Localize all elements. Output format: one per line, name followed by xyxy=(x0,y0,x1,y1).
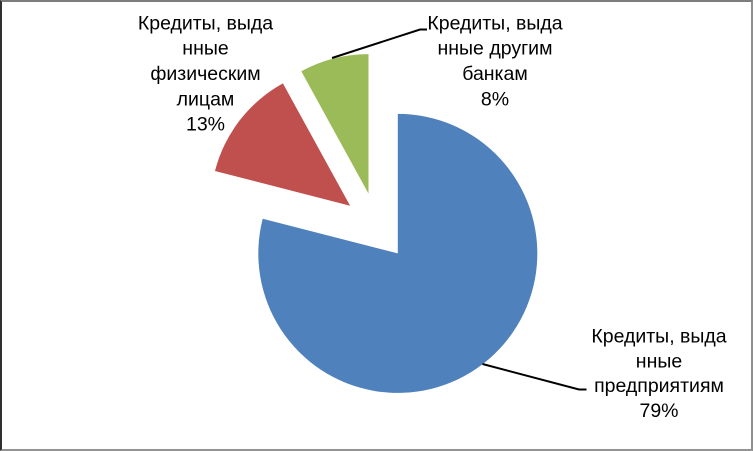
svg-text:Кредиты, выда: Кредиты, выда xyxy=(427,12,562,34)
svg-text:79%: 79% xyxy=(639,400,678,422)
svg-text:предприятиям: предприятиям xyxy=(594,375,724,397)
svg-text:банкам: банкам xyxy=(462,63,528,85)
svg-text:лицам: лицам xyxy=(177,88,235,110)
svg-text:Кредиты, выда: Кредиты, выда xyxy=(138,12,273,34)
svg-text:нные: нные xyxy=(636,350,682,372)
svg-text:13%: 13% xyxy=(186,114,225,136)
svg-text:нные другим: нные другим xyxy=(438,38,553,60)
svg-text:Кредиты, выда: Кредиты, выда xyxy=(591,325,726,347)
svg-text:8%: 8% xyxy=(481,88,509,110)
svg-text:нные: нные xyxy=(182,38,228,60)
svg-text:физическим: физическим xyxy=(150,63,260,85)
